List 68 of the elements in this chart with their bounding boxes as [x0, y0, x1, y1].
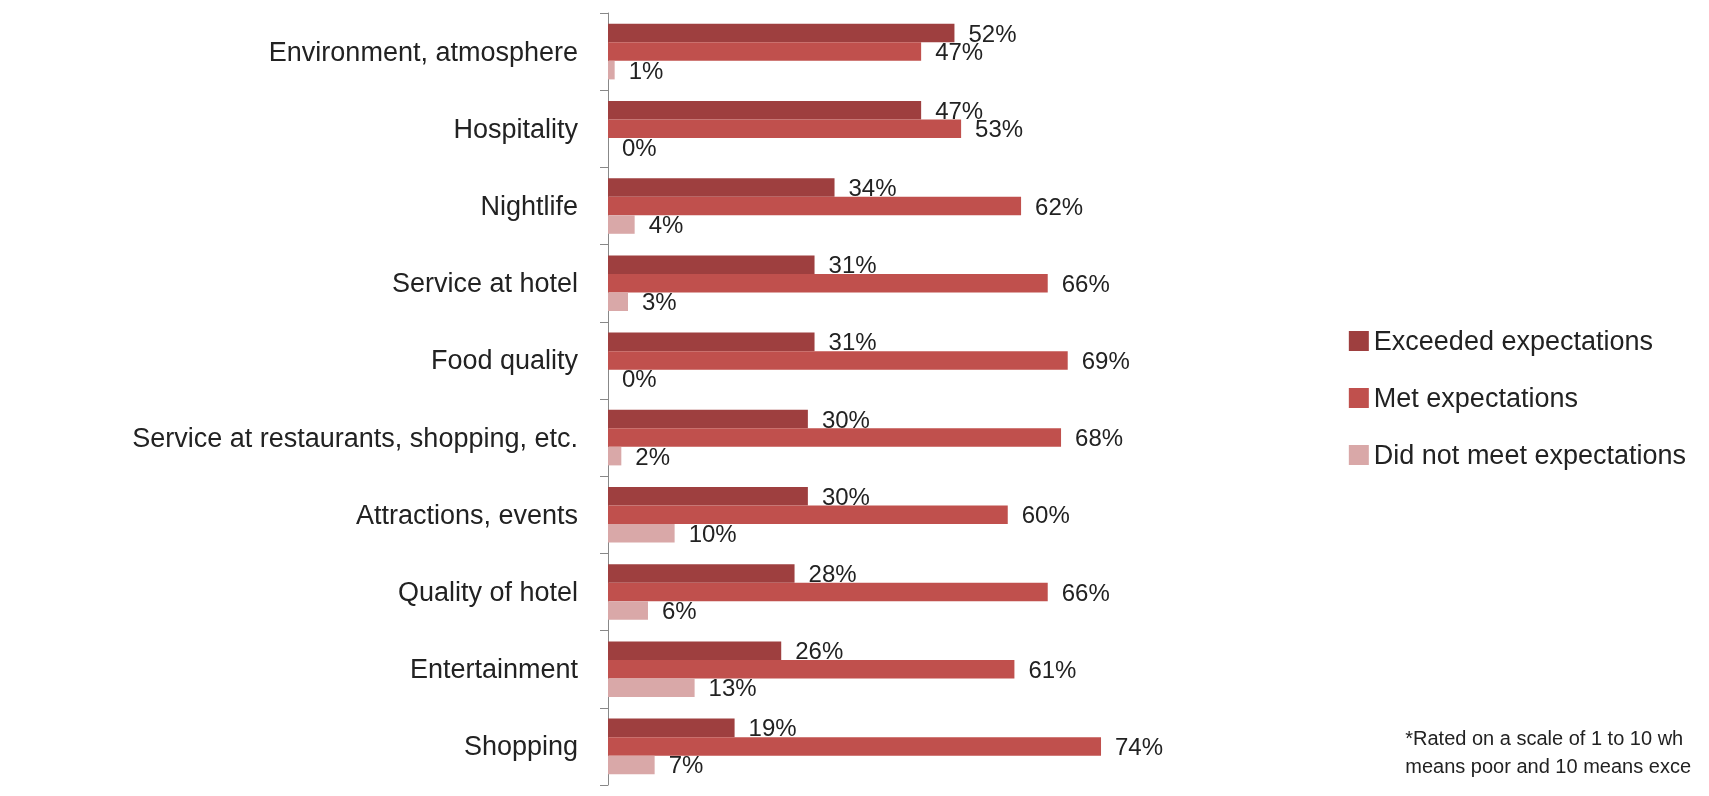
y-tick-label: Attractions, events [355, 499, 578, 530]
y-tick-label: Environment, atmosphere [268, 36, 578, 67]
bar [608, 678, 695, 697]
data-label: 26% [795, 637, 844, 665]
bar [608, 755, 655, 775]
data-label: 34% [848, 173, 897, 201]
bar [608, 292, 628, 311]
bar [608, 196, 1022, 216]
data-label: 0% [622, 133, 657, 161]
bar [608, 215, 635, 234]
bar [608, 178, 835, 197]
data-label: 69% [1081, 346, 1130, 374]
y-tick-label: Food quality [430, 345, 579, 376]
bar [608, 60, 615, 80]
data-label: 74% [1115, 732, 1164, 760]
bar [608, 409, 808, 429]
y-tick-label: Quality of hotel [397, 577, 578, 607]
bar [608, 273, 1048, 293]
bar [608, 564, 795, 583]
legend-label: Met expectations [1373, 383, 1578, 413]
data-label: 13% [708, 674, 757, 702]
bar [608, 505, 1008, 525]
data-label: 60% [1021, 501, 1070, 529]
data-label: 2% [635, 442, 671, 470]
data-label: 66% [1061, 269, 1110, 297]
y-tick-label: Hospitality [453, 113, 579, 144]
bar [608, 446, 622, 466]
data-label: 4% [648, 211, 684, 239]
data-label: 10% [688, 519, 737, 547]
bar [608, 332, 815, 352]
legend-label: Exceeded expectations [1373, 326, 1654, 356]
bar [608, 487, 808, 506]
data-label: 61% [1028, 655, 1077, 683]
y-tick-label: Nightlife [480, 191, 578, 221]
data-label: 28% [808, 559, 857, 587]
y-tick-label: Entertainment [409, 654, 579, 685]
bar [608, 428, 1062, 447]
data-label: 31% [828, 251, 877, 279]
data-label: 30% [821, 482, 870, 510]
bar [608, 351, 1068, 370]
bar [608, 718, 735, 738]
text: *Rated on a scale of 1 to 10 wh means poor and 10 means exce [1405, 727, 1691, 777]
y-tick-label: Service at restaurants, shopping, etc. [132, 422, 578, 453]
bar [608, 641, 782, 660]
y-tick-label: Shopping [463, 731, 578, 762]
data-label: 62% [1035, 192, 1084, 220]
data-label: 3% [641, 288, 677, 316]
data-label: 19% [748, 714, 797, 742]
bar [608, 659, 1015, 679]
data-label: 68% [1075, 424, 1124, 452]
bar [608, 101, 922, 120]
bar [608, 255, 815, 274]
bar [608, 601, 648, 620]
data-label: 31% [828, 328, 877, 356]
data-label: 66% [1061, 578, 1110, 606]
legend-label: Did not meet expectations [1373, 440, 1687, 470]
data-label: 1% [628, 56, 664, 84]
bar [608, 524, 675, 543]
bar [608, 42, 922, 61]
y-tick-label: Service at hotel [391, 268, 578, 299]
data-label: 6% [661, 597, 697, 625]
bar [608, 119, 962, 139]
data-label: 0% [622, 365, 657, 393]
bar [608, 737, 1102, 756]
bar [608, 23, 955, 43]
bar [608, 582, 1048, 602]
data-label: 30% [821, 405, 870, 433]
data-label: 7% [668, 751, 704, 779]
